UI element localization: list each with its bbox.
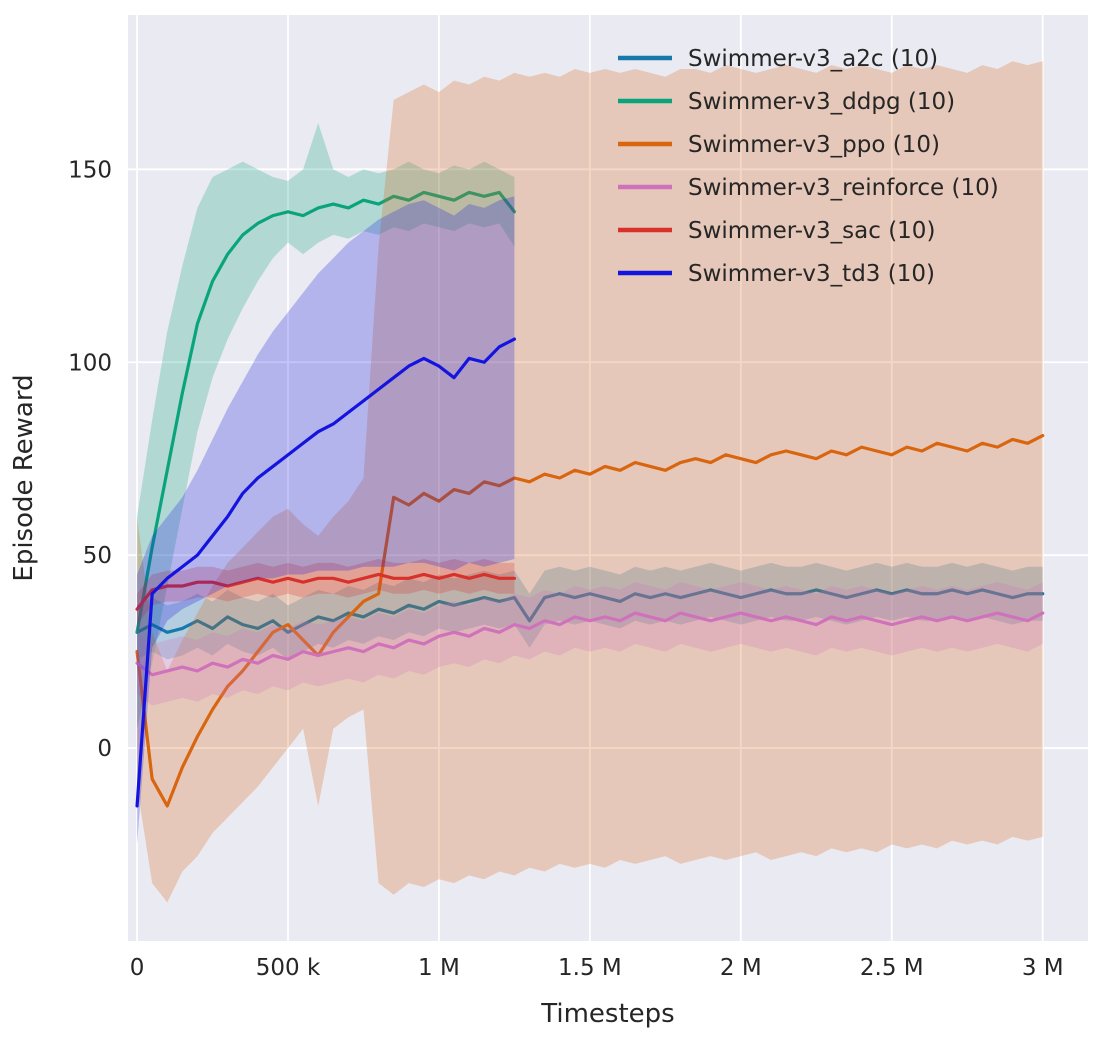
x-tick-label: 2 M xyxy=(720,955,762,981)
legend-item-ddpg: Swimmer-v3_ddpg (10) xyxy=(618,89,955,115)
y-tick-label: 100 xyxy=(68,350,112,376)
x-tick-label: 500 k xyxy=(256,955,321,981)
series-line-reinforce xyxy=(135,611,1045,677)
series-line-a2c xyxy=(135,588,1045,634)
legend-item-reinforce: Swimmer-v3_reinforce (10) xyxy=(618,175,999,201)
legend-item-sac: Swimmer-v3_sac (10) xyxy=(618,218,935,244)
x-tick-label: 1 M xyxy=(418,955,460,981)
legend-item-ppo: Swimmer-v3_ppo (10) xyxy=(618,132,940,158)
plot-area: 0 500 k 1 M 1.5 M 2 M 2.5 M 3 M 0 50 100 150 Swimme… xyxy=(68,15,1088,981)
series-band-ppo xyxy=(137,61,1043,903)
series-line-ppo xyxy=(135,433,1045,808)
series-band-ddpg xyxy=(137,123,515,729)
x-tick-label: 3 M xyxy=(1022,955,1064,981)
y-tick-label: 0 xyxy=(97,736,112,762)
legend-label-ppo: Swimmer-v3_ppo (10) xyxy=(688,132,940,158)
legend-label-td3: Swimmer-v3_td3 (10) xyxy=(688,261,935,287)
legend-item-a2c: Swimmer-v3_a2c (10) xyxy=(618,46,938,72)
series-line-sac xyxy=(135,572,517,611)
legend-label-a2c: Swimmer-v3_a2c (10) xyxy=(688,46,938,72)
legend-item-td3: Swimmer-v3_td3 (10) xyxy=(618,261,935,287)
y-tick-label: 150 xyxy=(68,157,112,183)
series-band-reinforce xyxy=(137,582,1043,706)
legend-label-ddpg: Swimmer-v3_ddpg (10) xyxy=(688,89,955,115)
series-band-td3 xyxy=(137,196,515,845)
x-tick-label: 2.5 M xyxy=(860,955,924,981)
series-line-ddpg xyxy=(135,190,517,634)
x-axis-label: Timesteps xyxy=(540,999,674,1029)
y-axis-label: Episode Reward xyxy=(9,374,39,581)
series-line-td3 xyxy=(135,337,517,808)
legend-label-sac: Swimmer-v3_sac (10) xyxy=(688,218,935,244)
series-band-a2c xyxy=(137,562,1043,660)
y-tick-label: 50 xyxy=(83,543,112,569)
x-tick-label: 1.5 M xyxy=(558,955,622,981)
legend-label-reinforce: Swimmer-v3_reinforce (10) xyxy=(688,175,999,201)
x-tick-label: 0 xyxy=(130,955,145,981)
